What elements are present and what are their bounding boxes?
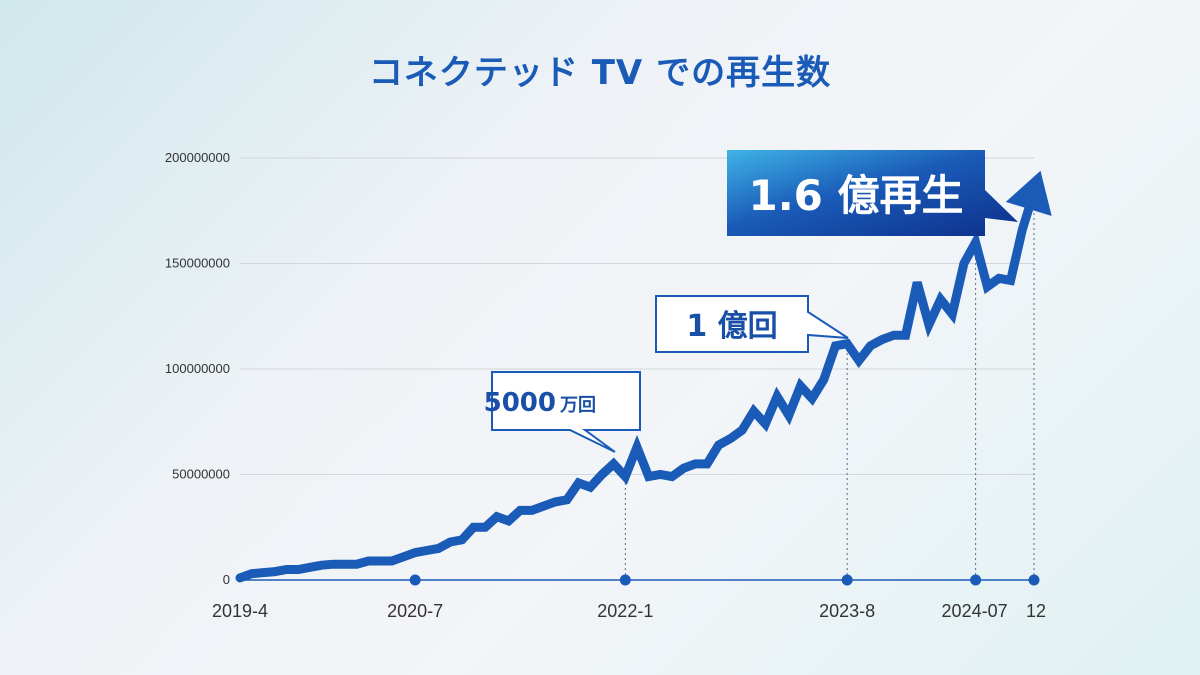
series-line-layer	[235, 170, 1052, 583]
callout-5000: 5000 万回	[484, 371, 641, 453]
x-axis-ticks: 2019-4 2020-7 2022-1 2023-8 2024-07 12	[212, 601, 1046, 621]
x-tick-marker	[619, 574, 631, 586]
callout-5000-unit: 万回	[559, 395, 596, 416]
y-tick-label: 100000000	[165, 361, 230, 376]
x-tick-label: 2023-8	[819, 601, 875, 621]
x-tick-label: 12	[1026, 601, 1046, 621]
guide-lines	[624, 191, 1035, 580]
callout-100m-text: 1 億回	[686, 309, 777, 344]
x-tick-label: 2020-7	[387, 601, 443, 621]
series-line	[235, 187, 1039, 583]
x-axis-markers	[409, 574, 1040, 586]
callout-5000-text: 5000	[484, 388, 556, 418]
y-tick-label: 0	[223, 572, 230, 587]
series-arrow-head	[1005, 170, 1052, 216]
y-tick-label: 50000000	[172, 467, 230, 482]
y-tick-label: 150000000	[165, 256, 230, 271]
badge-160m: 1.6 億再生	[727, 150, 1018, 236]
x-tick-label: 2022-1	[597, 601, 653, 621]
x-tick-label: 2019-4	[212, 601, 268, 621]
x-tick-label: 2024-07	[942, 601, 1008, 621]
y-tick-label: 200000000	[165, 150, 230, 165]
callout-100m: 1 億回	[655, 295, 849, 353]
x-tick-marker	[409, 574, 421, 586]
badge-160m-text: 1.6 億再生	[748, 171, 963, 220]
x-tick-marker	[841, 574, 853, 586]
y-axis-ticks: 0 50000000 100000000 150000000 200000000	[165, 150, 230, 587]
x-tick-marker	[1028, 574, 1040, 586]
x-tick-marker	[970, 574, 982, 586]
chart-title: コネクテッド TV での再生数	[369, 53, 831, 93]
